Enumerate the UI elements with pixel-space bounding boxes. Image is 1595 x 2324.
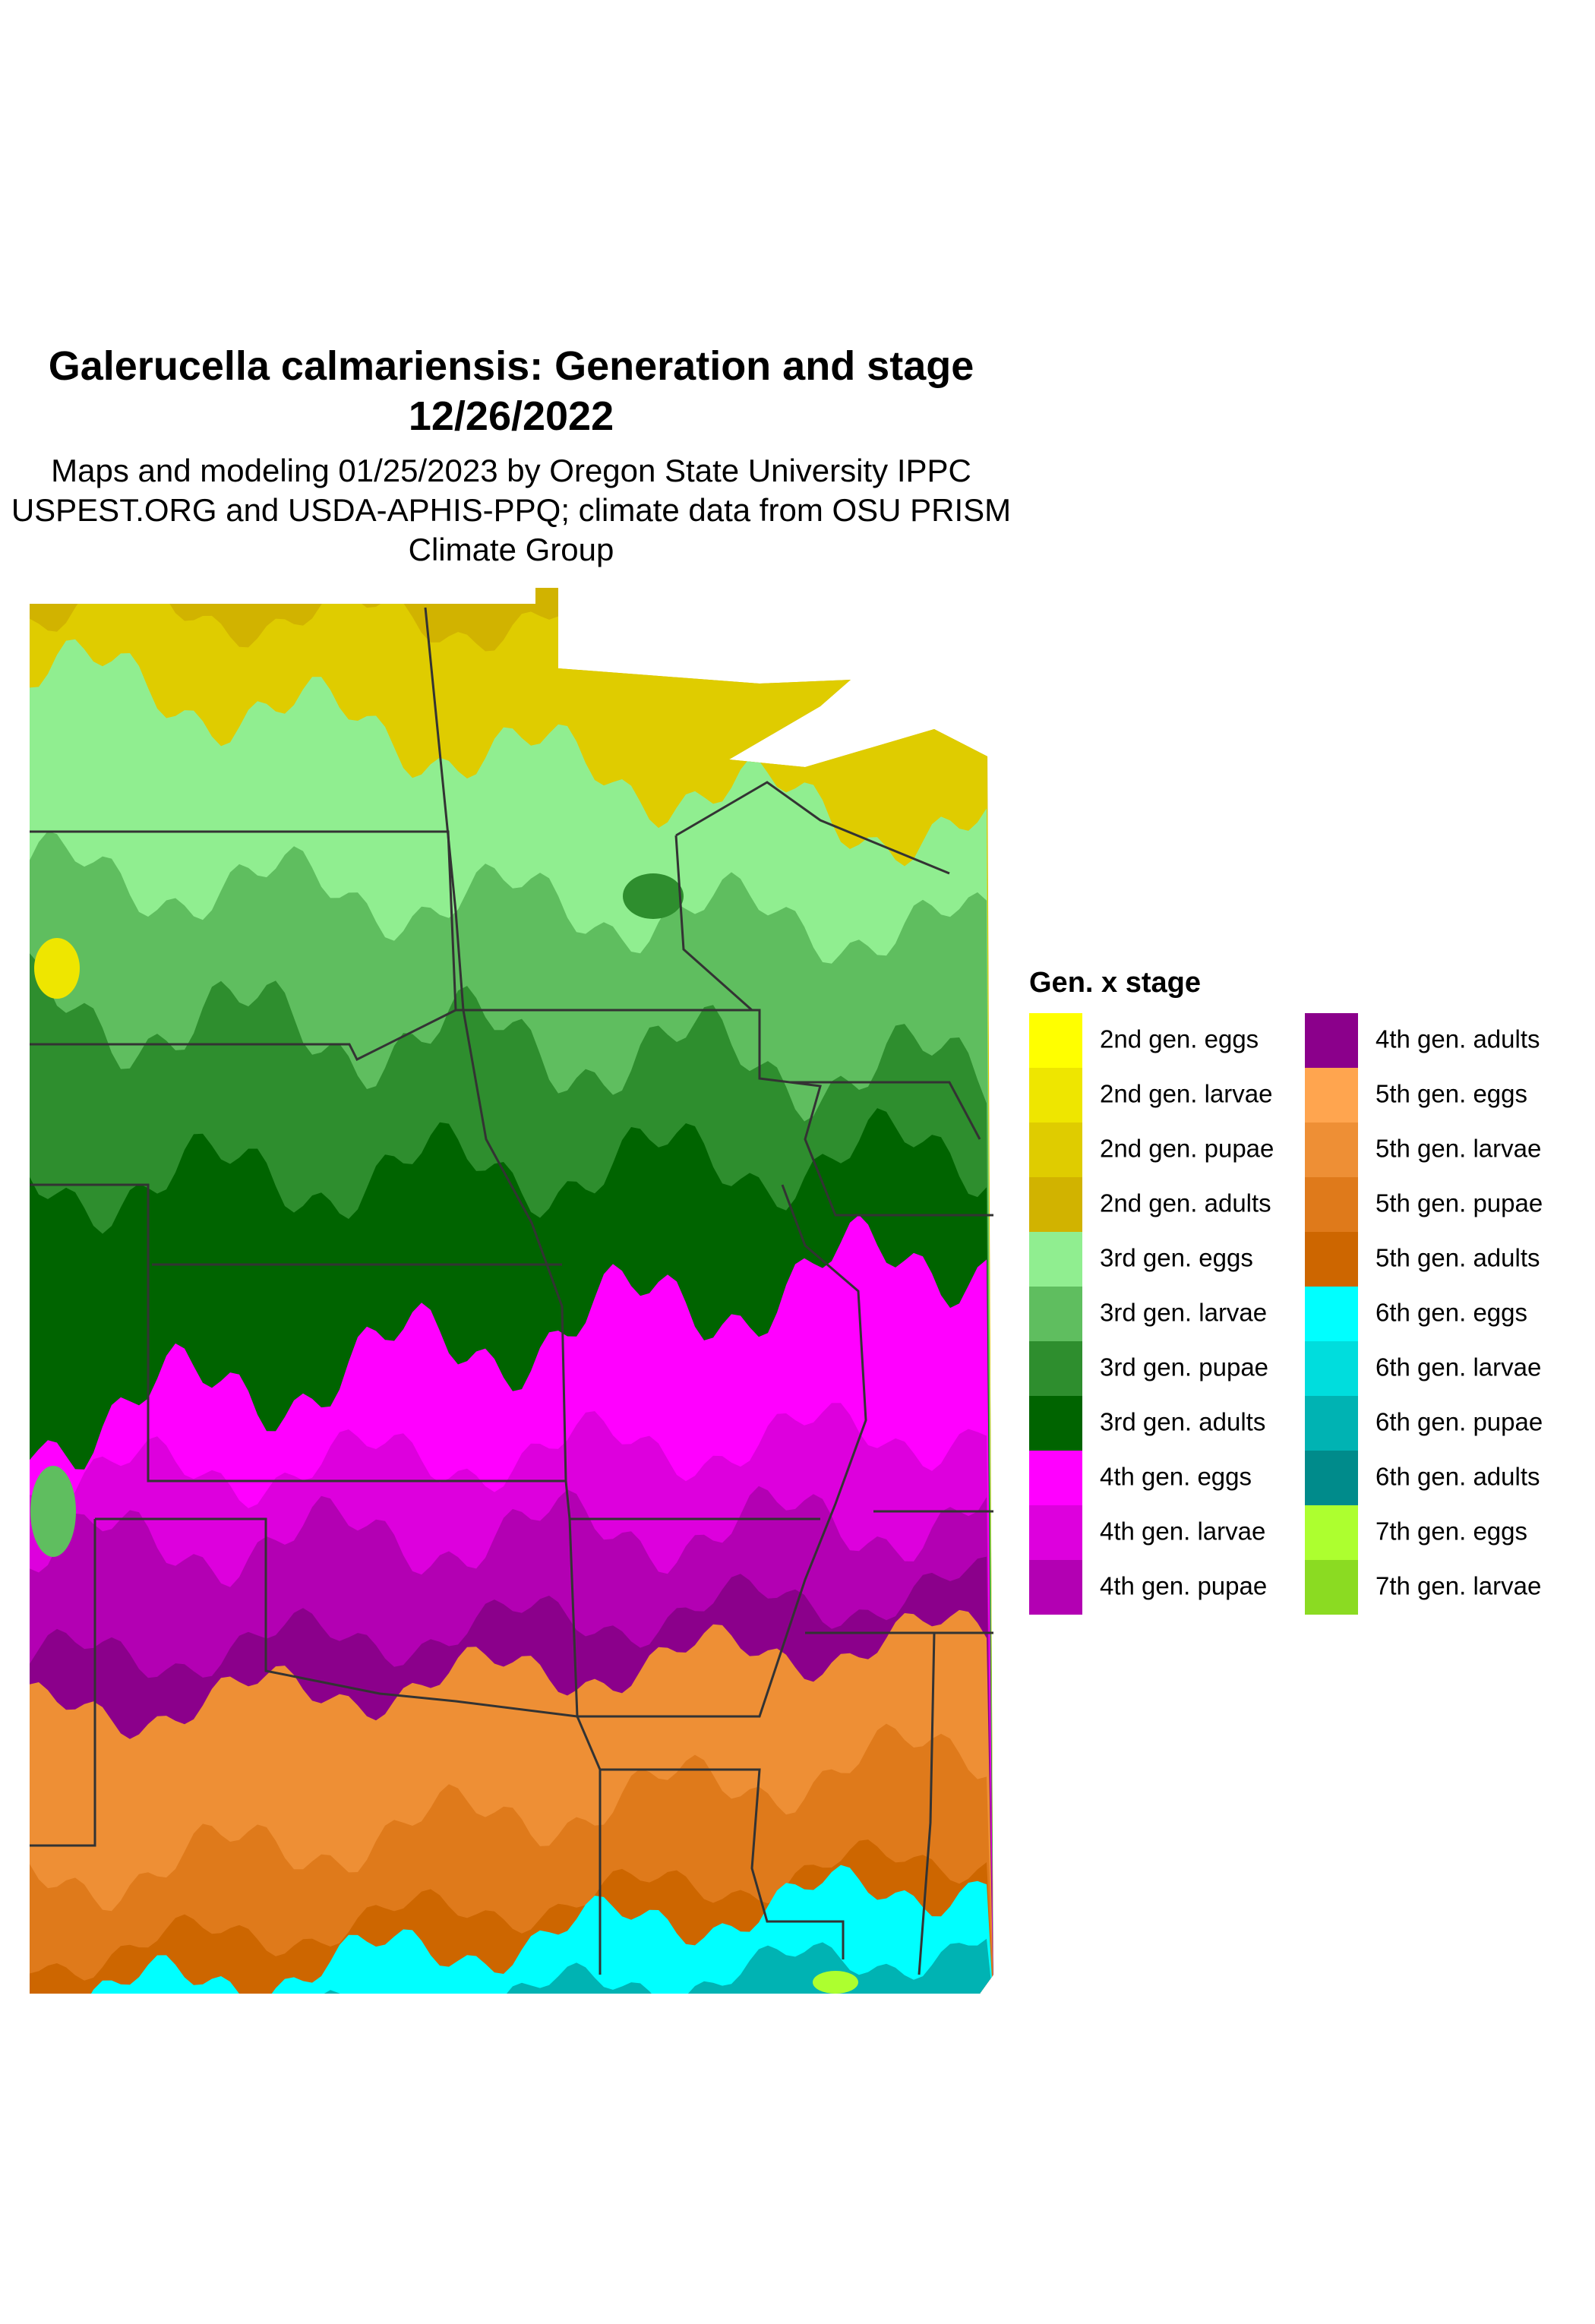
map-date: 12/26/2022 — [409, 393, 614, 439]
legend-swatch — [1305, 1068, 1358, 1123]
state-border — [30, 1009, 456, 1062]
legend-label: 3rd gen. eggs — [1100, 1244, 1253, 1272]
legend-swatch — [1029, 1505, 1082, 1560]
legend-swatch — [1305, 1232, 1358, 1287]
state-border — [30, 1519, 96, 1847]
legend-label: 3rd gen. larvae — [1100, 1299, 1267, 1327]
legend-swatch — [1305, 1287, 1358, 1341]
legend-swatch — [1029, 1560, 1082, 1615]
legend-swatch — [1305, 1560, 1358, 1615]
legend-swatch — [1305, 1451, 1358, 1505]
subtitle-line: Maps and modeling 01/25/2023 by Oregon S… — [51, 453, 971, 488]
state-borders — [30, 607, 993, 1975]
legend-label: 4th gen. larvae — [1100, 1517, 1265, 1546]
legend-label: 6th gen. eggs — [1375, 1299, 1527, 1327]
legend-label: 3rd gen. adults — [1100, 1408, 1265, 1436]
state-border — [424, 607, 820, 1520]
legend-label: 4th gen. adults — [1375, 1025, 1540, 1053]
legend-swatch — [1029, 1287, 1082, 1341]
subtitle-line: Climate Group — [409, 532, 614, 567]
legend: 2nd gen. eggs 2nd gen. larvae 2nd gen. pup… — [1029, 1013, 1543, 1615]
legend-swatch — [1029, 1123, 1082, 1177]
legend-swatch — [1029, 1341, 1082, 1396]
state-border — [95, 1517, 602, 1975]
legend-swatch — [1305, 1123, 1358, 1177]
legend-label: 3rd gen. pupae — [1100, 1353, 1268, 1381]
legend-swatch — [1305, 1505, 1358, 1560]
legend-swatch — [1029, 1396, 1082, 1451]
legend-swatch — [1029, 1068, 1082, 1123]
state-border — [30, 1183, 566, 1482]
stage-region — [34, 938, 80, 999]
legend-swatch — [1305, 1013, 1358, 1068]
state-border — [805, 1631, 936, 1975]
legend-label: 2nd gen. pupae — [1100, 1135, 1274, 1163]
legend-label: 7th gen. larvae — [1375, 1572, 1541, 1600]
legend-swatch — [1029, 1013, 1082, 1068]
legend-swatch — [1029, 1177, 1082, 1232]
legend-label: 4th gen. pupae — [1100, 1572, 1267, 1600]
state-border — [30, 830, 993, 1217]
legend-label: 5th gen. adults — [1375, 1244, 1540, 1272]
subtitle-line: USPEST.ORG and USDA-APHIS-PPQ; climate d… — [11, 492, 1011, 528]
state-border — [600, 1768, 845, 1959]
legend-label: 2nd gen. larvae — [1100, 1080, 1273, 1108]
stage-region — [30, 1466, 76, 1557]
legend-swatch — [1029, 1451, 1082, 1505]
legend-label: 5th gen. eggs — [1375, 1080, 1527, 1108]
stage-region — [623, 873, 684, 919]
legend-label: 6th gen. adults — [1375, 1463, 1540, 1491]
legend-swatch — [1029, 1232, 1082, 1287]
legend-swatch — [1305, 1396, 1358, 1451]
stage-region — [30, 1938, 993, 1994]
legend-swatch — [1305, 1341, 1358, 1396]
legend-label: 5th gen. larvae — [1375, 1135, 1541, 1163]
stage-region — [813, 1971, 858, 1994]
legend-title: Gen. x stage — [1029, 967, 1201, 999]
state-border — [568, 1184, 867, 1718]
legend-label: 6th gen. pupae — [1375, 1408, 1543, 1436]
legend-label: 7th gen. eggs — [1375, 1517, 1527, 1546]
map — [30, 588, 993, 1994]
state-border — [790, 1081, 981, 1140]
legend-label: 2nd gen. adults — [1100, 1189, 1271, 1217]
legend-label: 5th gen. pupae — [1375, 1189, 1543, 1217]
state-border — [674, 781, 950, 1012]
legend-label: 6th gen. larvae — [1375, 1353, 1541, 1381]
legend-label: 4th gen. eggs — [1100, 1463, 1252, 1491]
map-title: Galerucella calmariensis: Generation and… — [49, 343, 974, 389]
legend-swatch — [1305, 1177, 1358, 1232]
legend-label: 2nd gen. eggs — [1100, 1025, 1259, 1053]
